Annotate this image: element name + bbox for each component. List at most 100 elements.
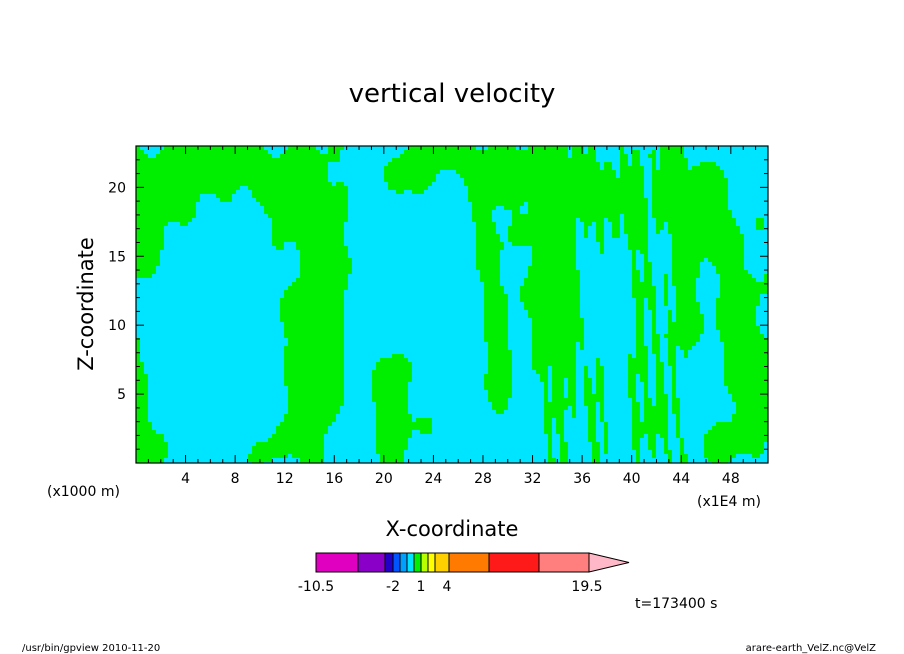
updraft-cell <box>524 302 580 306</box>
updraft-cell <box>476 250 500 254</box>
updraft-cell <box>372 374 412 378</box>
updraft-cell <box>672 278 696 282</box>
updraft-cell <box>724 370 768 374</box>
updraft-cell <box>612 230 620 234</box>
updraft-cell <box>488 346 508 350</box>
updraft-cell <box>256 198 348 202</box>
updraft-cell <box>376 410 408 414</box>
updraft-cell <box>376 442 408 446</box>
updraft-cell <box>484 286 504 290</box>
updraft-cell <box>600 250 604 254</box>
updraft-cell <box>552 378 564 382</box>
updraft-cell <box>628 386 636 390</box>
updraft-cell <box>268 214 348 218</box>
updraft-cell <box>676 422 680 426</box>
updraft-cell <box>136 386 148 390</box>
updraft-cell <box>484 374 512 378</box>
updraft-cell <box>588 422 596 426</box>
colorbar <box>315 552 630 573</box>
updraft-cell <box>484 338 508 342</box>
updraft-cell <box>540 378 548 382</box>
updraft-cell <box>380 358 408 362</box>
updraft-cell <box>704 450 764 454</box>
updraft-cell <box>136 186 240 190</box>
updraft-cell <box>376 422 432 426</box>
updraft-cell <box>676 426 680 430</box>
updraft-cell <box>644 418 668 422</box>
x-tick-label: 40 <box>623 471 641 487</box>
updraft-cell <box>560 454 568 458</box>
updraft-cell <box>584 234 588 238</box>
updraft-cell <box>388 182 432 186</box>
updraft-cell <box>596 358 600 362</box>
updraft-cell <box>524 282 580 286</box>
updraft-cell <box>624 218 648 222</box>
colorbar-segment <box>538 552 590 573</box>
updraft-cell <box>628 362 648 366</box>
updraft-cell <box>572 146 584 150</box>
updraft-cell <box>584 402 596 406</box>
updraft-cell <box>668 230 740 234</box>
updraft-cell <box>468 190 644 194</box>
updraft-cell <box>704 438 768 442</box>
updraft-cell <box>136 390 148 394</box>
updraft-cell <box>284 354 344 358</box>
updraft-cell <box>636 334 644 338</box>
updraft-cell <box>596 374 604 378</box>
updraft-cell <box>672 382 676 386</box>
x-unit-right: (x1E4 m) <box>697 494 761 510</box>
colorbar-label: 1 <box>417 579 426 595</box>
updraft-cell <box>380 458 404 462</box>
updraft-cell <box>524 278 580 282</box>
colorbar-segment <box>399 552 408 573</box>
updraft-cell <box>648 306 656 310</box>
updraft-cell <box>724 374 768 378</box>
updraft-cell <box>652 314 656 318</box>
updraft-cell <box>672 274 700 278</box>
updraft-cell <box>136 170 328 174</box>
updraft-cell <box>756 226 764 230</box>
updraft-cell <box>136 190 236 194</box>
updraft-cell <box>644 410 668 414</box>
updraft-cell <box>724 382 768 386</box>
updraft-cell <box>272 218 348 222</box>
updraft-cell <box>716 298 760 302</box>
updraft-cell <box>376 426 432 430</box>
updraft-cell <box>136 194 200 198</box>
updraft-cell <box>632 406 640 410</box>
updraft-cell <box>668 326 704 330</box>
updraft-cell <box>512 222 576 226</box>
updraft-cell <box>528 270 580 274</box>
updraft-cell <box>476 258 500 262</box>
updraft-cell <box>636 342 644 346</box>
updraft-cell <box>652 310 656 314</box>
updraft-cell <box>372 398 408 402</box>
updraft-cell <box>484 282 500 286</box>
updraft-cell <box>632 254 636 258</box>
updraft-cell <box>728 386 768 390</box>
updraft-cell <box>656 390 664 394</box>
updraft-cell <box>680 442 684 446</box>
updraft-cell <box>376 430 412 434</box>
updraft-cell <box>536 370 548 374</box>
updraft-cell <box>632 418 640 422</box>
updraft-cell <box>300 270 352 274</box>
updraft-cell <box>620 150 624 154</box>
updraft-cell <box>408 146 476 150</box>
updraft-cell <box>420 430 432 434</box>
updraft-cell <box>640 250 648 254</box>
updraft-cell <box>672 246 744 250</box>
updraft-cell <box>284 362 344 366</box>
updraft-cell <box>668 322 704 326</box>
updraft-cell <box>656 362 664 366</box>
updraft-cell <box>652 326 656 330</box>
updraft-cell <box>488 354 512 358</box>
updraft-cell <box>648 302 656 306</box>
updraft-cell <box>736 410 768 414</box>
updraft-cell <box>136 454 168 458</box>
updraft-cell <box>596 362 600 366</box>
updraft-cell <box>620 162 628 166</box>
updraft-cell <box>708 430 768 434</box>
updraft-cell <box>636 338 644 342</box>
updraft-cell <box>704 454 736 458</box>
